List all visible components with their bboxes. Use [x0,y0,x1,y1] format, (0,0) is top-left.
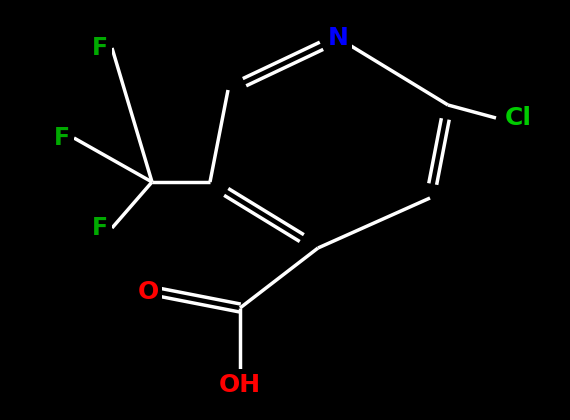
Text: Cl: Cl [504,106,531,130]
Text: F: F [92,216,108,240]
Text: F: F [54,126,70,150]
Text: OH: OH [219,373,261,397]
Text: N: N [328,26,348,50]
Text: F: F [92,36,108,60]
Text: O: O [137,280,158,304]
